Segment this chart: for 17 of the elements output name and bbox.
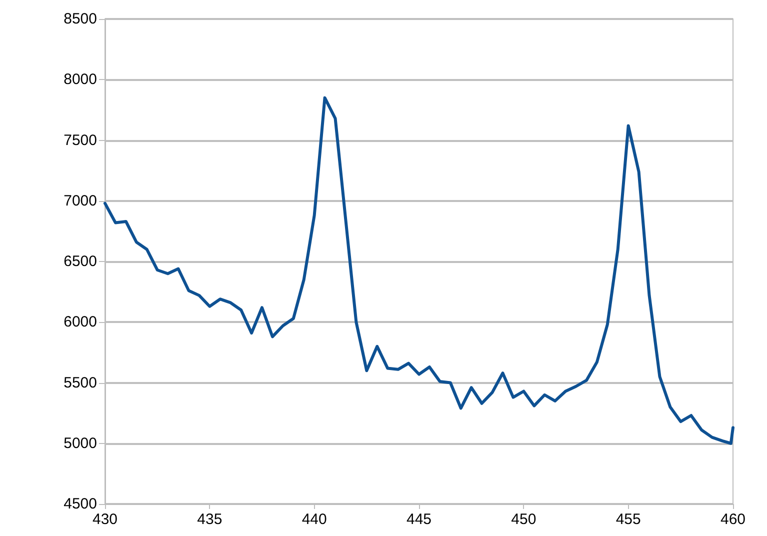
x-tick-label: 460 xyxy=(720,511,746,528)
y-tick-label: 5000 xyxy=(64,434,97,452)
y-tick-label: 5500 xyxy=(64,374,97,392)
y-tick-label: 6000 xyxy=(64,314,97,331)
y-tick-label: 8500 xyxy=(64,10,97,28)
y-tick-label: 4500 xyxy=(64,496,97,512)
y-tick-label: 7000 xyxy=(64,192,97,210)
x-tick-label: 435 xyxy=(197,511,222,528)
line-series xyxy=(104,96,734,445)
x-tick-label: 450 xyxy=(511,511,536,528)
x-tick-label: 440 xyxy=(302,511,327,528)
y-tick-label: 8000 xyxy=(64,71,97,88)
x-tick-label: 430 xyxy=(92,511,118,528)
y-tick-label: 7500 xyxy=(64,132,97,149)
x-tick-label: 455 xyxy=(616,511,641,528)
y-tick-label: 6500 xyxy=(64,253,97,270)
x-tick-label: 445 xyxy=(406,511,432,528)
